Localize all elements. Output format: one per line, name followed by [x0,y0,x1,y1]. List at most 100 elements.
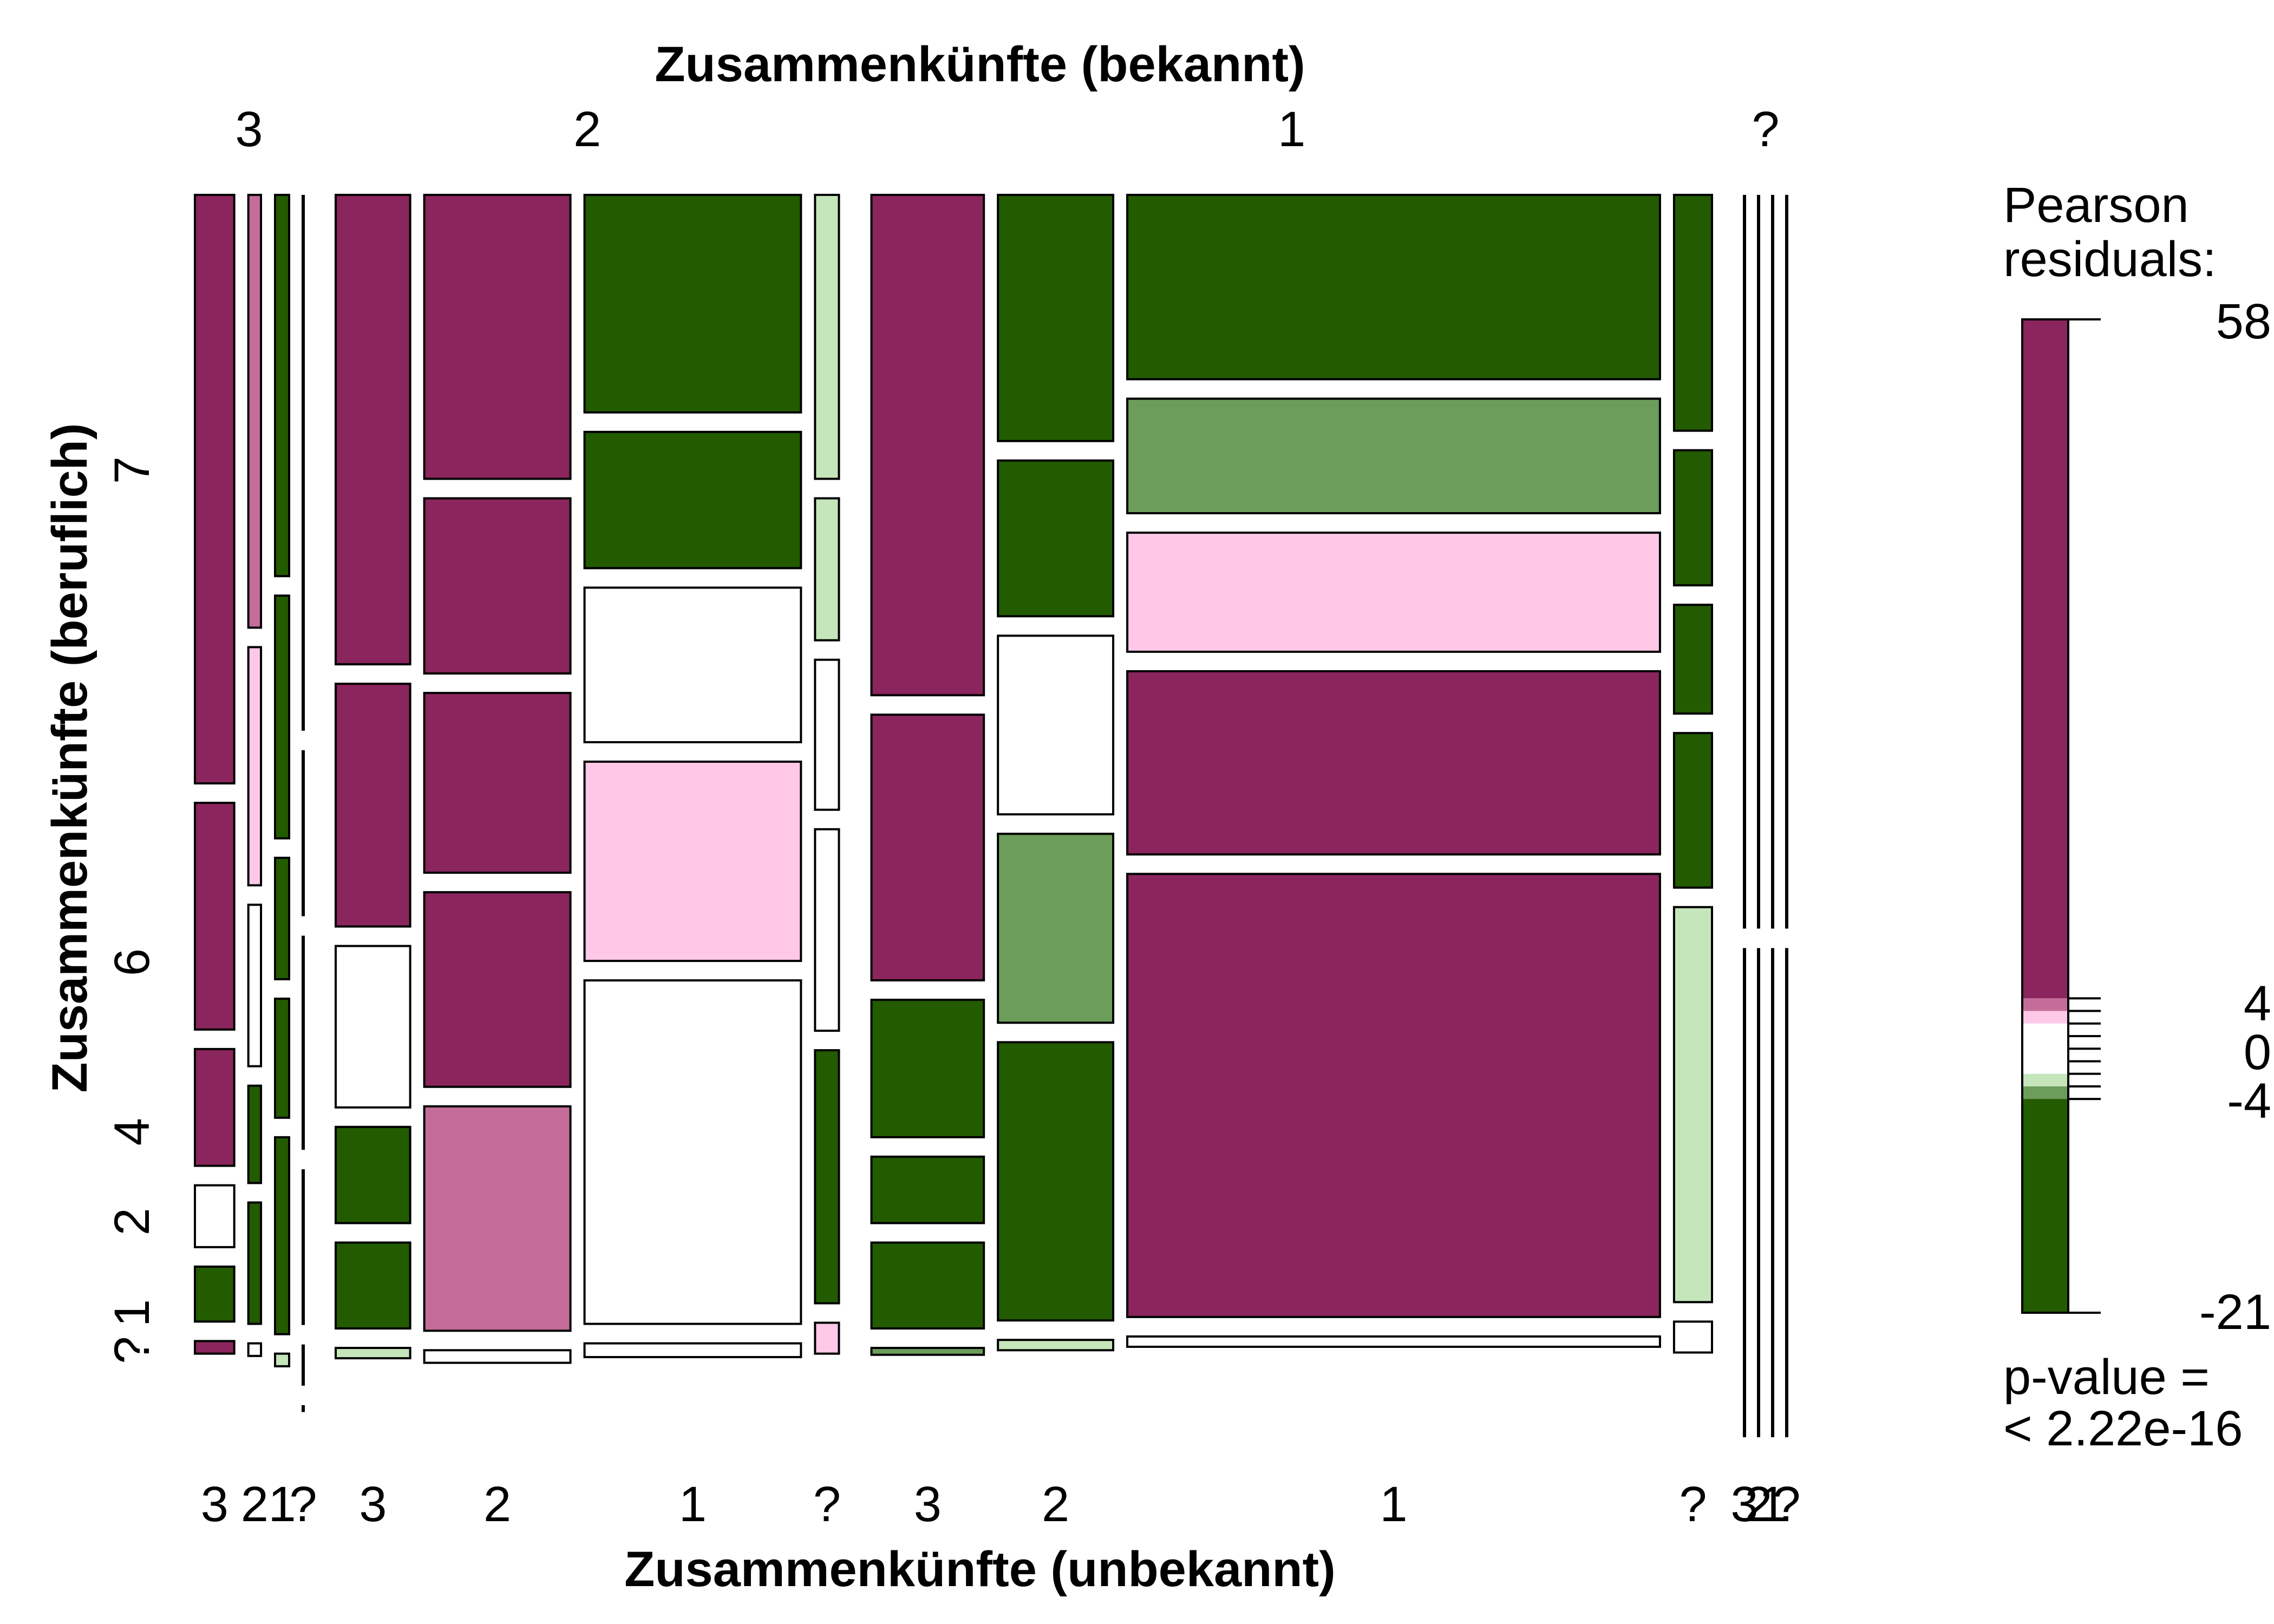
mosaic-cell [274,1136,291,1335]
mosaic-cell [870,1241,985,1330]
bottom-tick-label: ? [813,1477,841,1532]
bottom-tick-label: 3 [914,1477,942,1532]
mosaic-cell [335,945,411,1109]
legend-tick0-label: 0 [2244,1025,2271,1080]
bottom-tick-label: 1 [1759,1477,1786,1532]
mosaic-cell [335,1241,411,1330]
mosaic-cell [870,713,985,981]
mosaic-cell [247,1084,263,1184]
mosaic-cell [583,586,802,744]
mosaic-cell [274,594,291,840]
mosaic-cell [1126,532,1661,653]
legend-band [2022,1011,2068,1024]
mosaic-cell [1126,194,1661,381]
mosaic-cell [423,497,572,675]
mosaic-cell [814,1321,840,1355]
bottom-axis-title: Zusammenkünfte (unbekannt) [624,1542,1336,1597]
left-tick-label: ? [104,1336,160,1364]
mosaic-cell [335,1125,411,1224]
legend-band [2022,998,2068,1011]
mosaic-cell [870,1347,985,1356]
mosaic-cell [583,1342,802,1358]
left-tick-label: 1 [104,1299,160,1327]
mosaic-cell [247,1342,263,1357]
left-tick-label: 2 [104,1208,160,1235]
mosaic-cell [997,459,1115,618]
mosaic-cell [194,1265,236,1323]
legend-title-line1: Pearson [2003,178,2189,233]
left-tick-label: 4 [104,1118,160,1145]
left-tick-labels: ? 1 2 4 6 7 [104,456,160,1364]
bottom-tick-label: ? [1773,1477,1800,1532]
legend-frame [2021,318,2069,1314]
mosaic-cell [423,194,572,480]
legend-title-line2: residuals: [2003,232,2217,287]
mosaic-cell [247,903,263,1068]
mosaic-cell [423,692,572,874]
legend-min-label: -21 [2199,1285,2271,1340]
mosaic-cell [335,683,411,928]
zero-width-columns [302,195,1788,1437]
mosaic-cell [423,1105,572,1332]
bottom-tick-label: 2 [483,1477,511,1532]
mosaic-cell [583,194,802,414]
mosaic-cell [997,1041,1115,1322]
mosaic-cell [1126,1335,1661,1348]
mosaic-cell [274,997,291,1119]
mosaic-cell [814,194,840,480]
bottom-tick-label: 1 [1380,1477,1407,1532]
bottom-tick-label: 1 [268,1477,296,1532]
mosaic-cells [194,194,1713,1367]
mosaic-cell [583,430,802,569]
mosaic-cell [1672,194,1713,432]
left-tick-label: 6 [104,948,160,976]
mosaic-cell [1672,732,1713,889]
legend-max-label: 58 [2216,294,2271,349]
mosaic-cell [583,979,802,1325]
mosaic-cell [423,1349,572,1364]
mosaic-cell [274,194,291,578]
mosaic-cell [194,1184,236,1248]
mosaic-cell [997,833,1115,1024]
mosaic-cell [1672,906,1713,1304]
mosaic-cell [870,194,985,697]
mosaic-cell [194,1340,236,1355]
legend-band [2022,1099,2068,1313]
mosaic-cell [1126,873,1661,1318]
bottom-tick-label: 3 [201,1477,228,1532]
mosaic-cell [814,497,840,641]
mosaic-cell [194,802,236,1031]
top-tick-label: 3 [235,102,263,157]
legend-tickm4-label: -4 [2227,1073,2271,1129]
mosaic-cell [997,1339,1115,1352]
mosaic-cell [247,1201,263,1325]
bottom-tick-label: 3 [359,1477,387,1532]
top-tick-label: 2 [573,102,601,157]
mosaic-cell [335,1347,411,1360]
mosaic-cell [194,1047,236,1167]
legend-tick4-label: 4 [2244,976,2271,1031]
mosaic-cell [814,1049,840,1305]
top-tick-label: 1 [1278,102,1305,157]
bottom-tick-label: 2 [241,1477,269,1532]
mosaic-cell [870,998,985,1138]
legend-band [2022,1073,2068,1086]
mosaic-cell [335,194,411,666]
mosaic-cell [583,761,802,962]
mosaic-cell [274,856,291,980]
pvalue-line2: < 2.22e-16 [2003,1401,2243,1456]
pvalue-line1: p-value = [2003,1350,2210,1405]
left-tick-label: 7 [104,456,160,484]
mosaic-cell [1126,397,1661,515]
top-axis-title: Zusammenkünfte (bekannt) [655,37,1305,92]
residual-legend: Pearson residuals: 58 4 0 -4 -21 p-value… [2003,178,2271,1456]
legend-color-bar [2021,318,2101,1314]
left-axis-title: Zusammenkünfte (beruflich) [42,423,97,1092]
mosaic-cell [423,891,572,1088]
mosaic-cell [194,194,236,785]
bottom-tick-label: ? [1679,1477,1707,1532]
mosaic-cell [247,194,263,629]
top-tick-label: ? [1752,102,1779,157]
mosaic-cell [247,646,263,887]
